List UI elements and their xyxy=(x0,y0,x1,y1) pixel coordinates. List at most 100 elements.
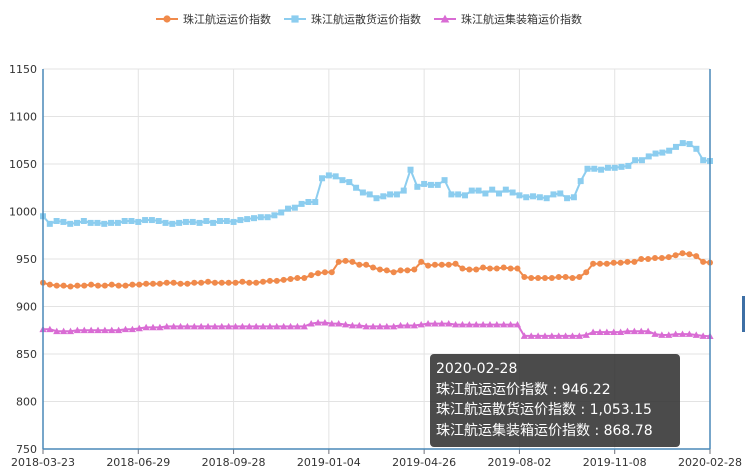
data-point xyxy=(700,258,707,265)
data-point xyxy=(651,330,659,337)
data-point xyxy=(555,332,563,339)
data-point xyxy=(459,265,466,272)
series-3[interactable] xyxy=(39,319,714,340)
data-point xyxy=(543,195,550,202)
data-point xyxy=(427,181,434,188)
y-tick-label: 1150 xyxy=(9,63,37,76)
data-point xyxy=(94,219,101,226)
data-point xyxy=(383,322,391,330)
data-point xyxy=(369,322,377,330)
data-point xyxy=(630,327,638,335)
series-2[interactable] xyxy=(40,140,713,227)
data-point xyxy=(380,193,387,200)
data-point xyxy=(387,191,394,198)
legend-item-3[interactable]: 珠江航运集装箱运价指数 xyxy=(434,12,582,26)
data-point xyxy=(685,330,693,337)
data-point xyxy=(225,322,233,330)
data-point xyxy=(366,191,373,198)
data-point xyxy=(87,326,95,334)
data-point xyxy=(150,280,157,287)
data-point xyxy=(294,275,301,281)
data-point xyxy=(637,327,645,335)
data-point xyxy=(101,326,109,334)
data-point xyxy=(285,205,292,212)
data-point xyxy=(46,281,53,288)
data-point xyxy=(535,275,542,281)
data-point xyxy=(548,275,555,281)
data-point xyxy=(184,280,191,287)
data-point xyxy=(434,181,441,188)
chart-legend[interactable]: 珠江航运运价指数 珠江航运散货运价指数 珠江航运集装箱运价指数 xyxy=(156,12,582,26)
data-point xyxy=(156,280,163,287)
data-point xyxy=(197,322,205,330)
data-point xyxy=(397,267,404,274)
data-point xyxy=(264,214,271,221)
data-point xyxy=(328,320,336,327)
data-point xyxy=(652,150,659,157)
data-point xyxy=(238,322,247,330)
legend-item-2[interactable]: 珠江航运散货运价指数 xyxy=(284,12,421,26)
data-point xyxy=(211,279,218,286)
data-point xyxy=(624,258,631,265)
data-point xyxy=(679,140,686,147)
data-point xyxy=(645,256,652,262)
data-point xyxy=(128,325,136,333)
data-point xyxy=(244,216,251,223)
data-point xyxy=(376,322,384,330)
data-point xyxy=(500,264,507,271)
data-point xyxy=(53,282,60,289)
x-tick-label: 2019-11-08 xyxy=(583,456,647,469)
data-point xyxy=(575,332,583,339)
data-point xyxy=(486,265,493,272)
data-point xyxy=(108,326,116,334)
x-tick-label: 2018-03-23 xyxy=(11,456,75,469)
data-point xyxy=(74,219,81,226)
data-point xyxy=(376,266,383,273)
series-1[interactable] xyxy=(40,250,713,290)
data-point xyxy=(441,177,448,184)
data-point xyxy=(536,194,543,201)
data-point xyxy=(489,186,496,193)
legend-item-1[interactable]: 珠江航运运价指数 xyxy=(156,12,271,26)
data-point xyxy=(665,331,673,338)
data-point xyxy=(424,320,432,327)
data-point xyxy=(142,323,150,331)
data-point xyxy=(225,279,232,286)
data-point xyxy=(679,250,686,257)
data-point xyxy=(60,327,68,335)
y-tick-label: 750 xyxy=(16,443,37,456)
data-tooltip: 2020-02-28 珠江航运运价指数 : 946.22 珠江航运散货运价指数 … xyxy=(430,354,680,447)
data-point xyxy=(73,326,81,334)
scroll-edge-marker[interactable] xyxy=(742,296,745,332)
data-point xyxy=(700,157,707,164)
chart-series[interactable] xyxy=(39,140,714,340)
data-point xyxy=(328,269,335,276)
data-point xyxy=(603,260,610,267)
data-point xyxy=(115,326,123,334)
data-point xyxy=(513,320,522,328)
data-point xyxy=(170,322,178,330)
data-point xyxy=(407,166,414,173)
data-point xyxy=(88,281,95,288)
data-point xyxy=(245,322,253,330)
data-point xyxy=(502,186,509,193)
data-point xyxy=(355,321,363,329)
data-point xyxy=(400,187,407,194)
data-point xyxy=(231,322,240,330)
data-point xyxy=(479,320,487,328)
data-point xyxy=(445,320,453,327)
data-point xyxy=(421,180,428,187)
data-point xyxy=(121,218,128,224)
x-axis-tick-labels: 2018-03-23 2018-06-29 2018-09-28 2019-01-04… xyxy=(11,456,742,469)
data-point xyxy=(550,191,557,198)
data-point xyxy=(341,320,350,328)
data-point xyxy=(286,322,295,330)
data-point xyxy=(287,275,294,282)
data-point xyxy=(305,199,312,205)
data-point xyxy=(348,321,357,329)
data-point xyxy=(576,274,583,281)
data-point xyxy=(114,219,121,226)
data-point xyxy=(332,173,339,180)
data-point xyxy=(163,279,170,286)
data-point xyxy=(170,279,177,286)
